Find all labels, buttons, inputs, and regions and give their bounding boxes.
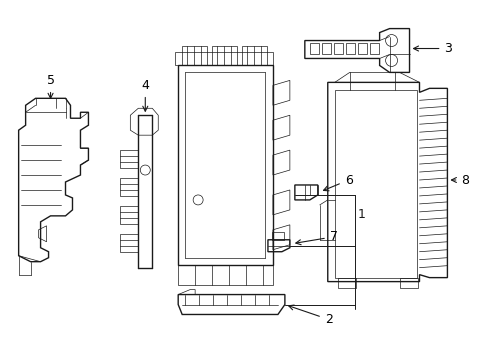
- Text: 2: 2: [288, 305, 332, 326]
- Text: 3: 3: [413, 42, 451, 55]
- Text: 5: 5: [46, 74, 55, 98]
- Text: 1: 1: [357, 208, 365, 221]
- Text: 8: 8: [450, 174, 468, 186]
- Text: 4: 4: [141, 79, 149, 111]
- Text: 7: 7: [295, 230, 337, 245]
- Text: 6: 6: [323, 174, 352, 191]
